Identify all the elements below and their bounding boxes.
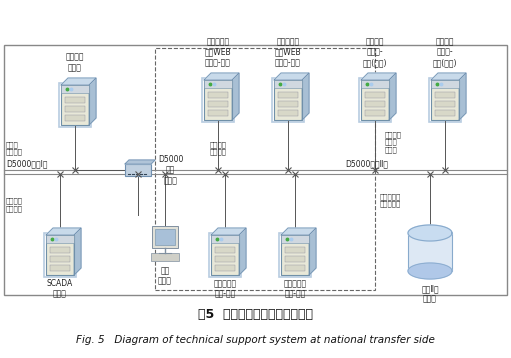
Polygon shape [389,73,396,120]
FancyBboxPatch shape [435,101,455,107]
FancyBboxPatch shape [278,101,298,107]
Polygon shape [211,228,246,235]
Text: 日内调度
服务器: 日内调度 服务器 [66,53,84,72]
FancyBboxPatch shape [208,110,228,116]
Text: 测试
工作站: 测试 工作站 [158,266,172,285]
Polygon shape [431,73,466,80]
FancyBboxPatch shape [274,80,302,120]
FancyBboxPatch shape [361,80,389,88]
FancyBboxPatch shape [65,115,85,121]
FancyBboxPatch shape [152,226,178,248]
FancyBboxPatch shape [431,80,459,120]
FancyBboxPatch shape [155,229,175,245]
Polygon shape [302,73,309,120]
FancyBboxPatch shape [211,235,239,275]
FancyBboxPatch shape [65,97,85,103]
FancyBboxPatch shape [285,247,305,253]
FancyBboxPatch shape [125,164,151,176]
FancyBboxPatch shape [365,101,385,107]
Polygon shape [125,160,155,164]
FancyBboxPatch shape [211,235,239,243]
FancyBboxPatch shape [151,253,179,261]
Text: D5000
安全
交换机: D5000 安全 交换机 [158,155,183,185]
Text: D5000安全I网: D5000安全I网 [6,159,48,168]
FancyBboxPatch shape [278,92,298,98]
Polygon shape [61,78,96,85]
FancyBboxPatch shape [50,247,70,253]
FancyBboxPatch shape [208,101,228,107]
Polygon shape [361,73,396,80]
Polygon shape [281,228,316,235]
Polygon shape [74,228,81,275]
FancyBboxPatch shape [65,106,85,112]
FancyBboxPatch shape [285,265,305,271]
FancyBboxPatch shape [46,235,74,243]
Text: 市场数据存
储计量信息: 市场数据存 储计量信息 [380,193,401,207]
FancyBboxPatch shape [408,233,452,271]
Text: 市场出清
结算信息: 市场出清 结算信息 [210,141,226,155]
Text: 计划测试服
务器-主机: 计划测试服 务器-主机 [214,279,237,299]
Text: 计划测试服
务器-备机: 计划测试服 务器-备机 [284,279,307,299]
Text: Fig. 5   Diagram of technical support system at national transfer side: Fig. 5 Diagram of technical support syst… [76,335,434,345]
FancyBboxPatch shape [215,265,235,271]
FancyBboxPatch shape [215,256,235,262]
Text: 计划校核
服务器-
主机(已有): 计划校核 服务器- 主机(已有) [363,37,387,67]
Polygon shape [89,78,96,125]
FancyBboxPatch shape [365,110,385,116]
FancyBboxPatch shape [61,85,89,125]
Polygon shape [408,263,452,279]
FancyBboxPatch shape [46,235,74,275]
Text: 调度员
调整结果: 调度员 调整结果 [6,141,23,155]
Text: D5000安全Ⅱ网: D5000安全Ⅱ网 [345,159,388,168]
Text: 跨省区现货
市场WEB
服务器-主机: 跨省区现货 市场WEB 服务器-主机 [205,37,231,67]
FancyBboxPatch shape [215,247,235,253]
FancyBboxPatch shape [431,80,459,88]
FancyBboxPatch shape [281,235,309,243]
Text: SCADA
服务器: SCADA 服务器 [47,279,73,299]
FancyBboxPatch shape [281,235,309,275]
Polygon shape [309,228,316,275]
FancyBboxPatch shape [285,256,305,262]
Polygon shape [232,73,239,120]
FancyBboxPatch shape [204,80,232,120]
Polygon shape [274,73,309,80]
Text: 计划结果
校核调
整结果: 计划结果 校核调 整结果 [385,131,402,153]
Text: 计划校核
服务器-
备机(已有): 计划校核 服务器- 备机(已有) [433,37,457,67]
FancyBboxPatch shape [204,80,232,88]
FancyBboxPatch shape [61,85,89,93]
FancyBboxPatch shape [278,110,298,116]
Text: 网络信息
量测信息: 网络信息 量测信息 [6,198,23,212]
FancyBboxPatch shape [50,256,70,262]
Polygon shape [459,73,466,120]
FancyBboxPatch shape [50,265,70,271]
FancyBboxPatch shape [274,80,302,88]
FancyBboxPatch shape [435,110,455,116]
FancyBboxPatch shape [365,92,385,98]
Polygon shape [239,228,246,275]
FancyBboxPatch shape [361,80,389,120]
Polygon shape [408,225,452,241]
FancyBboxPatch shape [435,92,455,98]
Text: 跨省区现货
市场WEB
服务器-备机: 跨省区现货 市场WEB 服务器-备机 [275,37,301,67]
Text: 图5  国调侧技术支持系统结构图: 图5 国调侧技术支持系统结构图 [197,309,313,321]
FancyBboxPatch shape [208,92,228,98]
Text: 国调Ⅱ区
数据库: 国调Ⅱ区 数据库 [421,284,439,303]
Polygon shape [46,228,81,235]
Polygon shape [204,73,239,80]
